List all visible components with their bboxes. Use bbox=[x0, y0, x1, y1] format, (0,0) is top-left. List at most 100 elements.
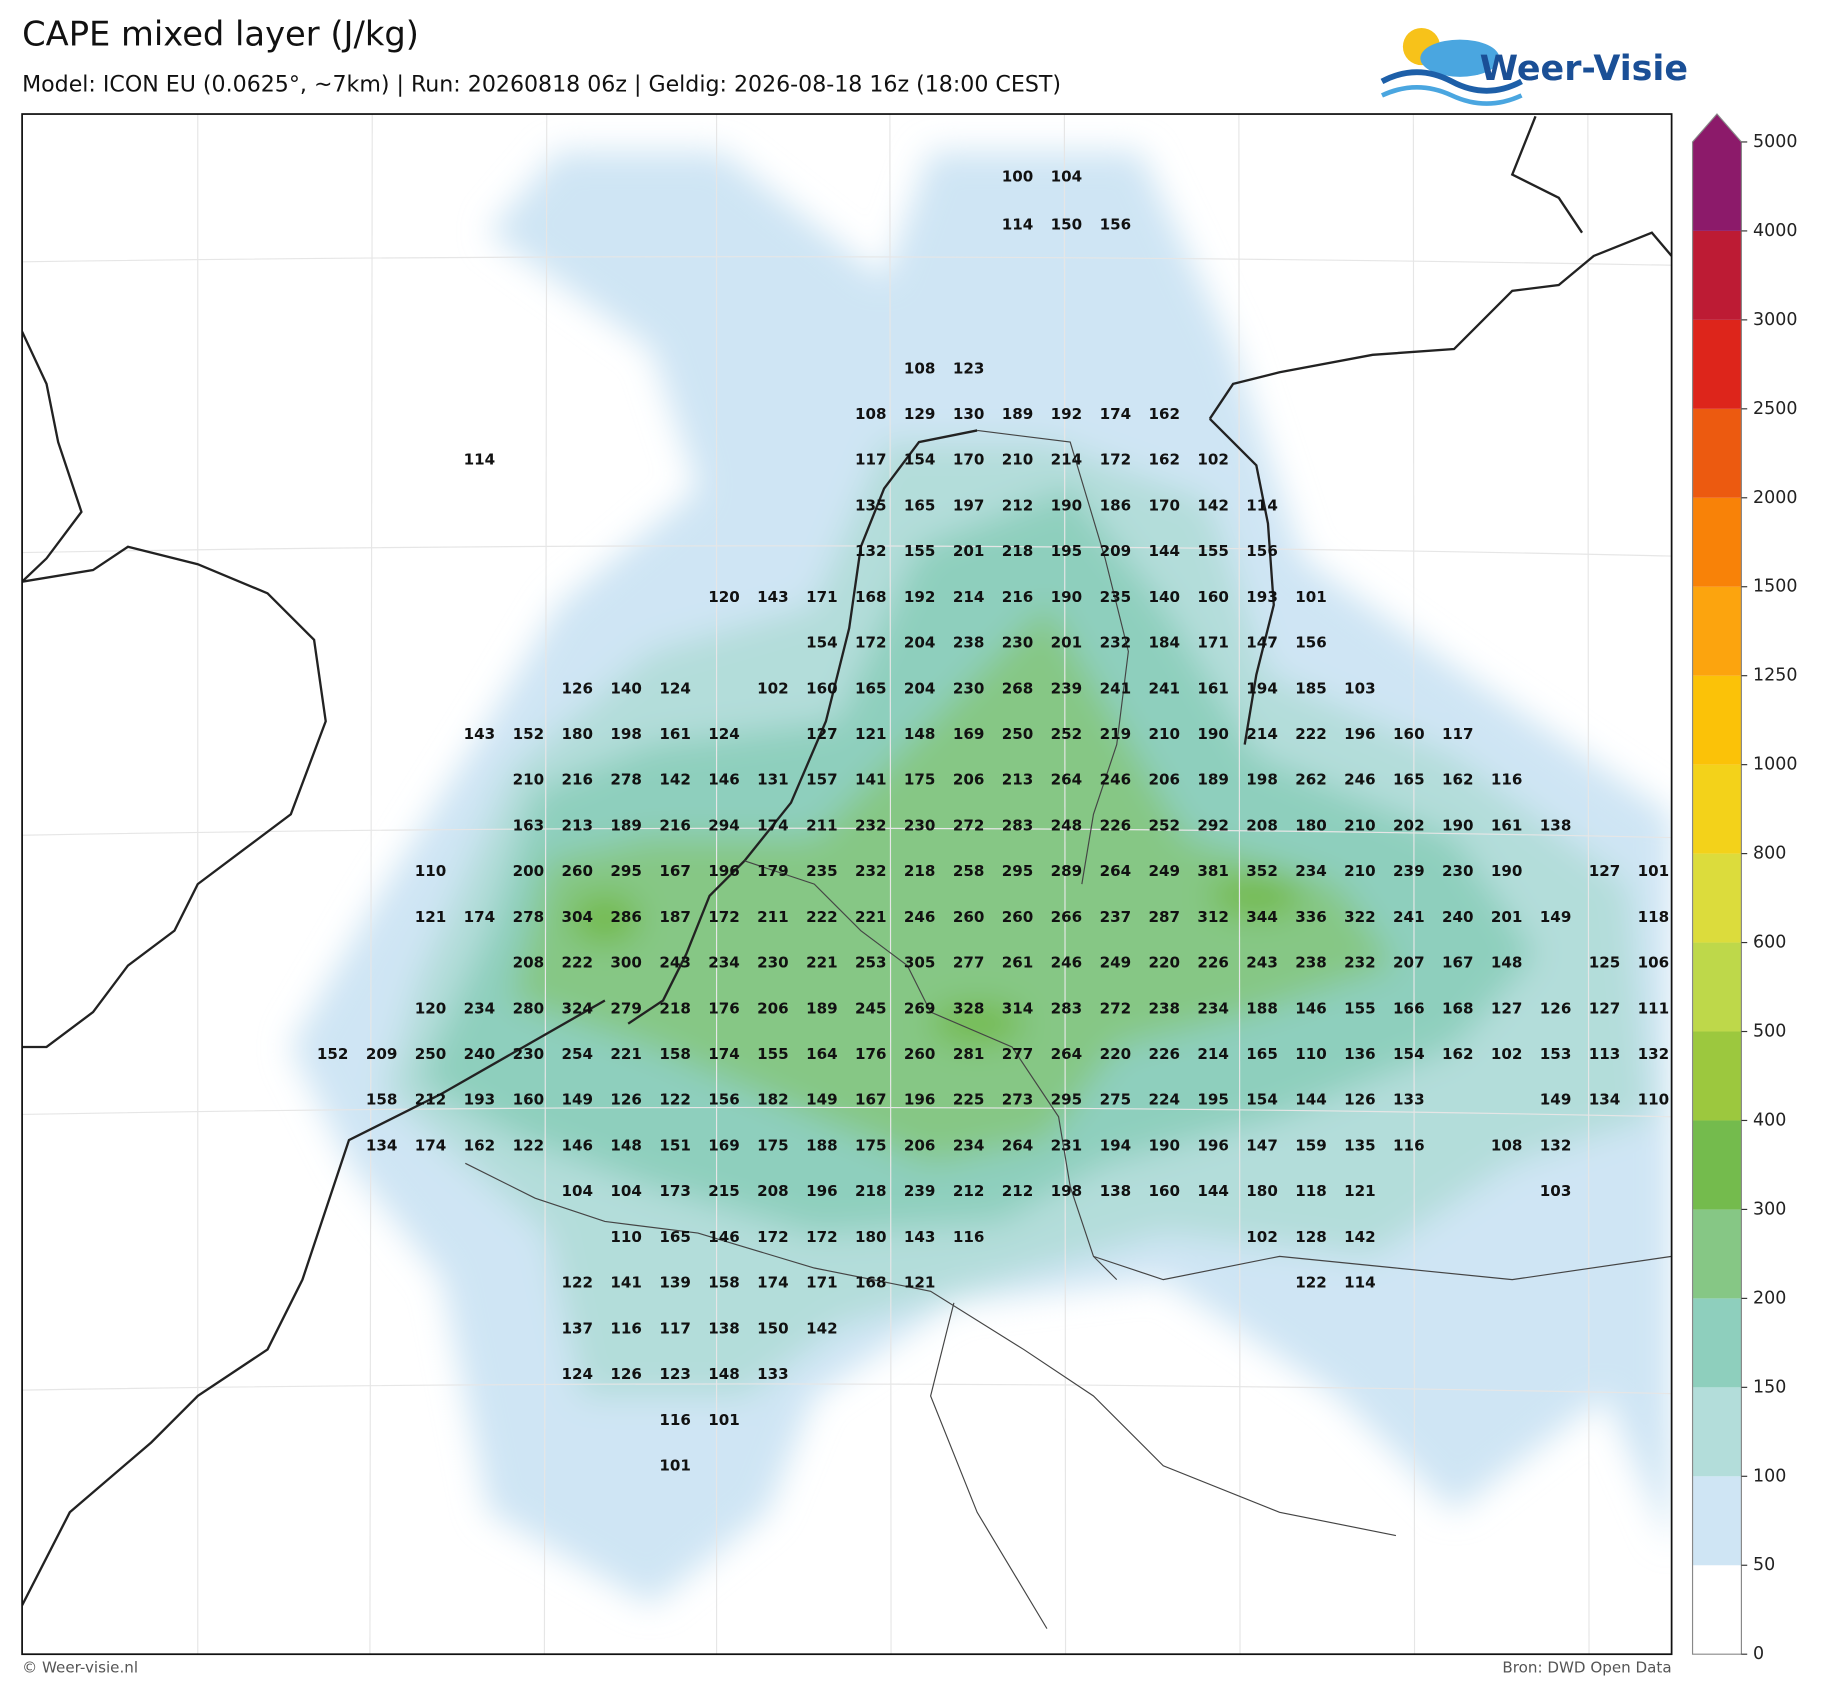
cape-value: 171 bbox=[806, 1274, 838, 1292]
cape-value: 195 bbox=[1197, 1091, 1229, 1109]
colorbar-extend bbox=[1692, 114, 1742, 142]
cape-value: 215 bbox=[708, 1182, 740, 1200]
cape-value: 142 bbox=[1197, 496, 1229, 514]
cape-value: 232 bbox=[855, 862, 887, 880]
cape-value: 142 bbox=[806, 1319, 838, 1337]
cape-value: 114 bbox=[1344, 1274, 1376, 1292]
cape-value: 122 bbox=[513, 1136, 545, 1154]
colorbar-label: 0 bbox=[1753, 1644, 1764, 1664]
cape-value: 104 bbox=[610, 1182, 642, 1200]
cape-value: 194 bbox=[1100, 1136, 1132, 1154]
cape-value: 246 bbox=[1344, 771, 1376, 789]
cape-value: 211 bbox=[806, 816, 838, 834]
cape-value: 149 bbox=[1540, 908, 1572, 926]
cape-value: 260 bbox=[904, 1045, 936, 1063]
cape-value: 222 bbox=[806, 908, 838, 926]
cape-value: 252 bbox=[1051, 725, 1083, 743]
cape-value: 172 bbox=[708, 908, 740, 926]
cape-value: 171 bbox=[1197, 634, 1229, 652]
cape-value: 213 bbox=[561, 816, 593, 834]
cape-value: 155 bbox=[1197, 542, 1229, 560]
cape-value: 171 bbox=[806, 588, 838, 606]
colorbar-segment bbox=[1692, 497, 1742, 587]
cape-value: 221 bbox=[610, 1045, 642, 1063]
footer-source: Bron: DWD Open Data bbox=[1502, 1659, 1671, 1677]
cape-value: 180 bbox=[1246, 1182, 1278, 1200]
cape-value: 209 bbox=[366, 1045, 398, 1063]
cape-value: 167 bbox=[1442, 954, 1474, 972]
cape-value: 292 bbox=[1197, 816, 1229, 834]
subtitle: Model: ICON EU (0.0625°, ~7km) | Run: 20… bbox=[22, 71, 1061, 97]
cape-value: 158 bbox=[708, 1274, 740, 1292]
cape-value: 172 bbox=[806, 1228, 838, 1246]
cape-value: 126 bbox=[1344, 1091, 1376, 1109]
cape-value: 117 bbox=[659, 1319, 691, 1337]
cape-value: 174 bbox=[708, 1045, 740, 1063]
cape-value: 176 bbox=[855, 1045, 887, 1063]
cape-value: 158 bbox=[366, 1091, 398, 1109]
cape-value: 111 bbox=[1638, 999, 1670, 1017]
cape-value: 234 bbox=[1197, 999, 1229, 1017]
cape-value: 127 bbox=[806, 725, 838, 743]
cape-value: 304 bbox=[561, 908, 593, 926]
cape-value: 102 bbox=[1491, 1045, 1523, 1063]
cape-value: 232 bbox=[1344, 954, 1376, 972]
cape-value: 156 bbox=[708, 1091, 740, 1109]
cape-value: 260 bbox=[1002, 908, 1034, 926]
cape-value: 174 bbox=[1100, 405, 1132, 423]
cape-value: 149 bbox=[806, 1091, 838, 1109]
colorbar-label: 800 bbox=[1753, 844, 1786, 864]
colorbar-segment bbox=[1692, 1298, 1742, 1388]
cape-value: 160 bbox=[1197, 588, 1229, 606]
cape-value: 116 bbox=[610, 1319, 642, 1337]
cape-value: 169 bbox=[953, 725, 985, 743]
cape-value: 312 bbox=[1197, 908, 1229, 926]
cape-value: 110 bbox=[1295, 1045, 1327, 1063]
cape-value: 241 bbox=[1393, 908, 1425, 926]
cape-value: 170 bbox=[1148, 496, 1180, 514]
cape-value: 138 bbox=[1100, 1182, 1132, 1200]
colorbar-label: 1000 bbox=[1753, 755, 1797, 775]
cape-value: 190 bbox=[1051, 496, 1083, 514]
cape-value: 212 bbox=[415, 1091, 447, 1109]
colorbar-label: 2500 bbox=[1753, 399, 1797, 419]
cape-value: 264 bbox=[1002, 1136, 1034, 1154]
cape-value: 156 bbox=[1100, 215, 1132, 233]
map-frame bbox=[21, 113, 1673, 1656]
cape-value: 252 bbox=[1148, 816, 1180, 834]
cape-value: 155 bbox=[904, 542, 936, 560]
cape-value: 108 bbox=[904, 359, 936, 377]
cape-value: 222 bbox=[561, 954, 593, 972]
cape-value: 243 bbox=[659, 954, 691, 972]
cape-value: 196 bbox=[904, 1091, 936, 1109]
cape-value: 165 bbox=[855, 679, 887, 697]
cape-value: 123 bbox=[953, 359, 985, 377]
colorbar-segment bbox=[1692, 1387, 1742, 1477]
cape-value: 231 bbox=[1051, 1136, 1083, 1154]
cape-value: 277 bbox=[1002, 1045, 1034, 1063]
cape-value: 226 bbox=[1197, 954, 1229, 972]
cape-value: 221 bbox=[806, 954, 838, 972]
cape-value: 180 bbox=[1295, 816, 1327, 834]
cape-value: 250 bbox=[415, 1045, 447, 1063]
cape-value: 186 bbox=[1100, 496, 1132, 514]
cape-value: 287 bbox=[1148, 908, 1180, 926]
colorbar-label: 5000 bbox=[1753, 132, 1797, 152]
cape-value: 121 bbox=[415, 908, 447, 926]
cape-value: 216 bbox=[561, 771, 593, 789]
cape-value: 149 bbox=[1540, 1091, 1572, 1109]
cape-value: 214 bbox=[1246, 725, 1278, 743]
cape-value: 104 bbox=[1051, 167, 1083, 185]
cape-value: 200 bbox=[513, 862, 545, 880]
cape-value: 216 bbox=[659, 816, 691, 834]
cape-value: 198 bbox=[1051, 1182, 1083, 1200]
cape-value: 190 bbox=[1197, 725, 1229, 743]
cape-value: 151 bbox=[659, 1136, 691, 1154]
cape-value: 295 bbox=[1002, 862, 1034, 880]
cape-value: 210 bbox=[1002, 451, 1034, 469]
cape-value: 126 bbox=[610, 1091, 642, 1109]
cape-value: 234 bbox=[464, 999, 496, 1017]
colorbar-outline bbox=[1691, 113, 1742, 1655]
cape-value: 138 bbox=[708, 1319, 740, 1337]
cape-value: 164 bbox=[806, 1045, 838, 1063]
